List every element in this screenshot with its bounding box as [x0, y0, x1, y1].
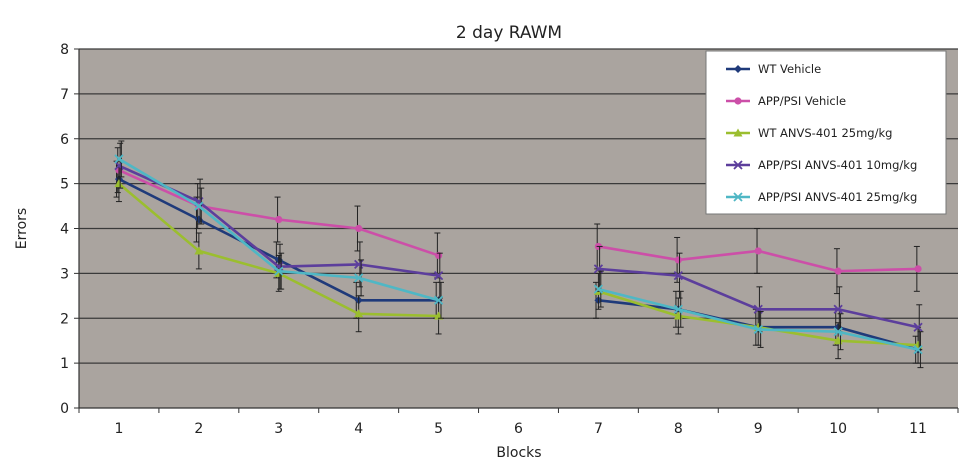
x-tick-label: 9: [754, 421, 763, 437]
data-point: [673, 270, 683, 281]
data-point: [754, 247, 762, 255]
legend-label: APP/PSI Vehicle: [758, 94, 846, 108]
data-point: [913, 345, 923, 355]
data-point: [914, 265, 922, 273]
legend-marker: [733, 160, 743, 170]
legend-marker: [733, 192, 743, 202]
y-tick-label: 1: [60, 356, 69, 372]
data-point: [753, 324, 763, 335]
y-tick-label: 7: [60, 87, 69, 103]
y-tick-label: 5: [60, 177, 69, 193]
series-5: [114, 140, 924, 369]
legend-label: APP/PSI ANVS-401 25mg/kg: [758, 190, 917, 204]
y-tick-label: 3: [60, 266, 69, 282]
y-tick-label: 8: [60, 42, 69, 58]
legend-label: APP/PSI ANVS-401 10mg/kg: [758, 158, 917, 172]
x-tick-label: 1: [114, 421, 123, 437]
data-point: [274, 266, 284, 276]
legend-marker: [734, 65, 742, 73]
x-tick-label: 4: [354, 421, 363, 437]
data-point: [433, 270, 444, 281]
y-tick-label: 4: [60, 222, 69, 238]
data-point: [674, 256, 682, 264]
data-point: [354, 309, 364, 318]
series-2: [114, 147, 922, 295]
x-tick-label: 2: [194, 421, 203, 437]
data-point: [433, 295, 444, 305]
data-point: [354, 273, 364, 283]
x-tick-label: 10: [829, 421, 847, 437]
x-tick-label: 5: [434, 421, 443, 437]
data-point: [355, 224, 363, 233]
data-point: [194, 246, 204, 255]
x-axis-label: Blocks: [496, 445, 541, 461]
legend-label: WT ANVS-401 25mg/kg: [758, 126, 892, 140]
x-tick-label: 3: [274, 421, 283, 437]
x-tick-label: 11: [909, 421, 927, 437]
data-point: [114, 179, 124, 188]
legend: WT Vehicle APP/PSI Vehicle WT ANVS-401 25m…: [705, 50, 947, 215]
y-tick-label: 6: [60, 132, 69, 148]
legend-marker: [734, 97, 742, 105]
data-point: [913, 322, 923, 332]
legend-marker: [733, 128, 743, 137]
x-tick-label: 8: [674, 421, 683, 437]
series-3: [114, 165, 923, 364]
data-point: [834, 267, 842, 275]
data-point: [275, 215, 283, 224]
data-point: [833, 327, 843, 337]
x-tick-label: 7: [594, 421, 603, 437]
legend-label: WT Vehicle: [758, 62, 821, 76]
y-axis-label: Errors: [14, 208, 30, 249]
data-point: [114, 154, 124, 164]
x-tick-label: 6: [514, 421, 523, 437]
chart-title: 2 day RAWM: [456, 23, 562, 43]
y-tick-label: 0: [60, 401, 69, 417]
data-point: [194, 201, 204, 211]
y-tick-label: 2: [60, 311, 69, 327]
data-point: [593, 284, 604, 294]
data-point: [833, 304, 843, 314]
data-point: [673, 304, 683, 314]
